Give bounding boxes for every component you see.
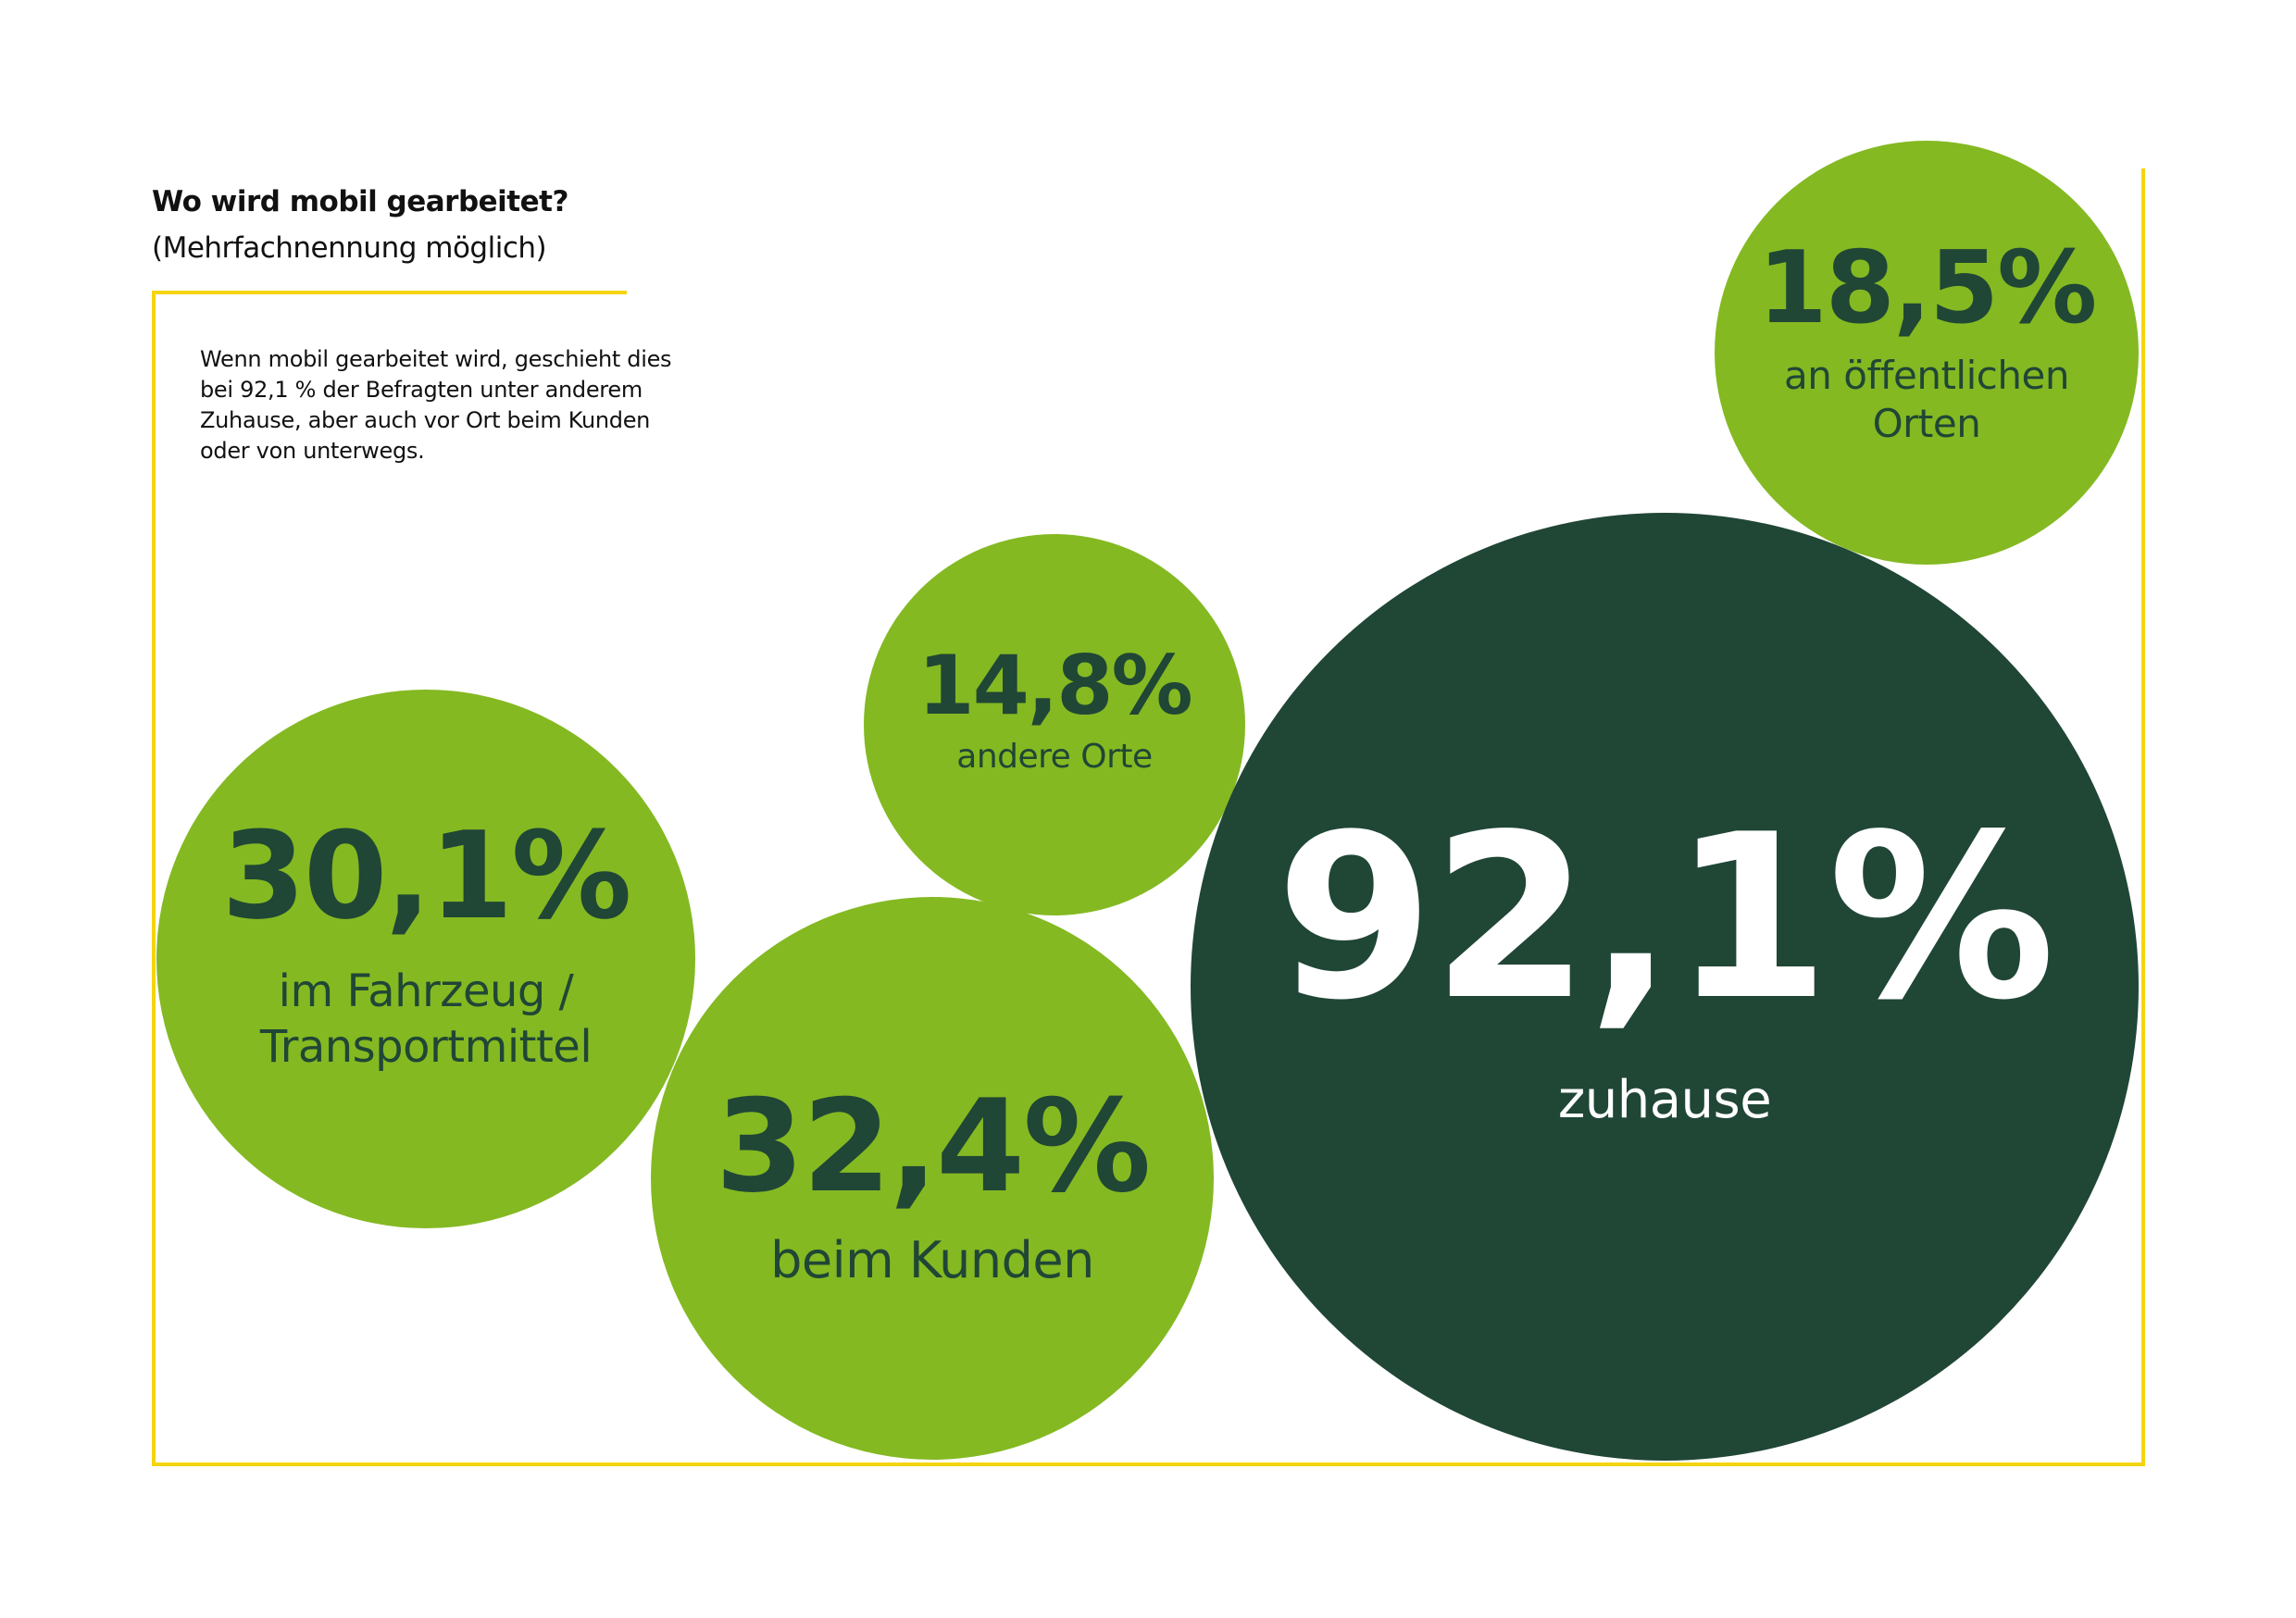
bubble-label: beim Kunden	[770, 1231, 1094, 1290]
frame-line-bottom	[152, 1462, 2145, 1466]
bubble-value: 30,1%	[221, 805, 631, 946]
bubble-public-places: 18,5% an öffentlichen Orten	[1715, 141, 2139, 565]
frame-line-left	[152, 291, 156, 1466]
chart-subtitle: (Mehrfachnennung möglich)	[152, 231, 547, 265]
bubble-value: 18,5%	[1757, 230, 2098, 346]
bubble-vehicle: 30,1% im Fahrzeug / Transportmittel	[156, 690, 695, 1228]
summary-note: Wenn mobil gearbeitet wird, geschieht di…	[200, 346, 672, 464]
bubble-label: im Fahrzeug / Transportmittel	[259, 965, 593, 1073]
bubble-value: 92,1%	[1276, 785, 2055, 1050]
bubble-label: andere Orte	[956, 737, 1153, 776]
bubble-customer: 32,4% beim Kunden	[651, 897, 1214, 1460]
frame-line-top	[152, 291, 627, 294]
bubble-value: 14,8%	[917, 637, 1192, 733]
bubble-label: zuhause	[1557, 1069, 1772, 1130]
bubble-other-places: 14,8% andere Orte	[864, 534, 1245, 915]
frame-line-right	[2141, 168, 2145, 1466]
chart-title: Wo wird mobil gearbeitet?	[152, 185, 568, 218]
bubble-value: 32,4%	[715, 1072, 1152, 1222]
bubble-label: an öffentlichen Orten	[1784, 352, 2069, 447]
bubble-home: 92,1% zuhause	[1191, 513, 2139, 1461]
